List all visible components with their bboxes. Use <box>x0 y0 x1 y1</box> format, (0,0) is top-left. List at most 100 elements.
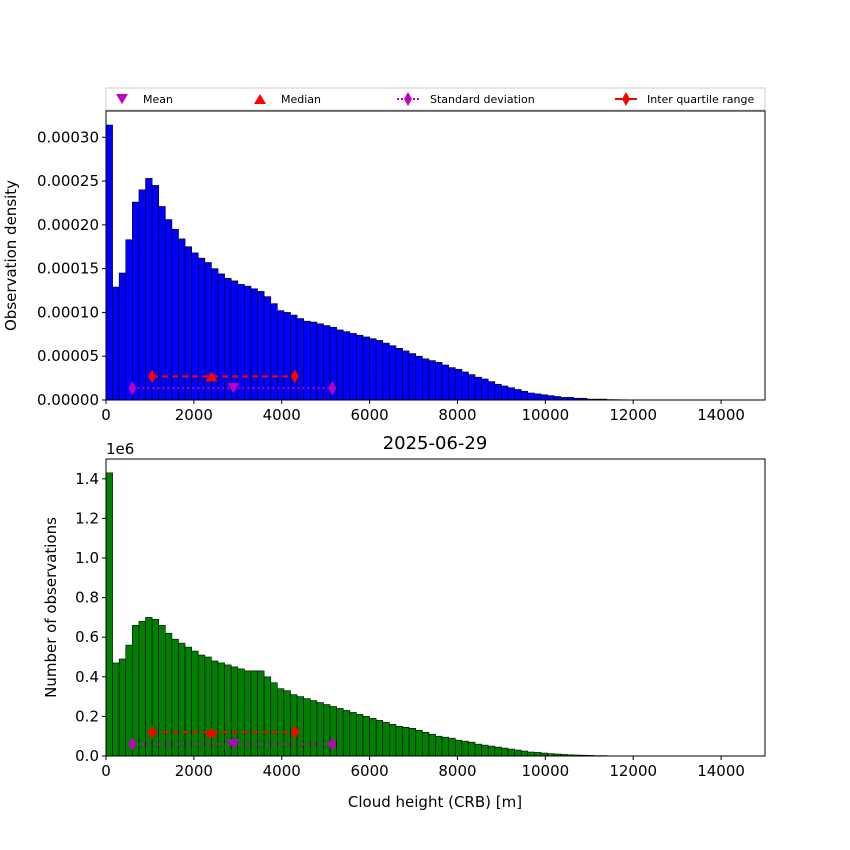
histogram-bar <box>105 124 113 401</box>
iqr-high-marker <box>290 725 299 740</box>
legend-label-iqr: Inter quartile range <box>647 93 754 106</box>
histogram-bar <box>382 722 390 757</box>
histogram-bar <box>323 704 331 757</box>
histogram-bar <box>211 660 219 757</box>
histogram-bar <box>402 350 410 401</box>
histogram-bar <box>132 625 140 757</box>
x-tick-label: 2000 <box>175 762 213 780</box>
histogram-bar <box>349 333 357 401</box>
histogram-bar <box>441 736 449 757</box>
histogram-bar <box>217 273 225 401</box>
histogram-bar <box>356 714 364 757</box>
y-tick-label: 0.00025 <box>37 172 99 190</box>
x-tick-label: 12000 <box>609 406 657 424</box>
histogram-bar <box>527 392 535 401</box>
histogram-bar <box>534 752 542 757</box>
x-tick-label: 2000 <box>175 406 213 424</box>
histogram-bar <box>171 228 179 401</box>
iqr-low-marker <box>148 369 157 384</box>
histogram-bar <box>151 185 160 401</box>
histogram-bar <box>138 189 146 401</box>
y-tick-label: 0.00015 <box>37 260 99 278</box>
y-tick-label: 1.4 <box>75 470 99 488</box>
histogram-bar <box>389 345 397 401</box>
histogram-bar <box>158 206 166 401</box>
histogram-bar <box>382 342 390 401</box>
x-tick-label: 10000 <box>521 406 569 424</box>
x-tick-label: 4000 <box>263 406 301 424</box>
y-tick-label: 1.0 <box>75 549 99 567</box>
count-x-axis-label: Cloud height (CRB) [m] <box>348 793 522 811</box>
density-y-axis-label: Observation density <box>2 180 20 331</box>
count-y-ticks: 0.0 0.2 0.4 0.6 0.8 1.0 1.2 1.4 <box>75 470 106 765</box>
histogram-bar <box>415 729 423 757</box>
histogram-bar <box>448 367 456 401</box>
histogram-bar <box>461 371 469 401</box>
y-tick-label: 0.00000 <box>37 391 99 409</box>
count-panel-title: 2025-06-29 <box>383 433 488 454</box>
y-tick-label: 1.2 <box>75 509 99 527</box>
histogram-bar <box>349 712 357 757</box>
density-axes-frame <box>105 110 766 401</box>
triangle-down-icon <box>116 94 128 104</box>
histogram-bar <box>263 296 272 401</box>
histogram-bar <box>487 381 496 401</box>
histogram-bar <box>461 740 469 757</box>
std-low-marker <box>128 381 137 396</box>
x-tick-label: 6000 <box>351 406 389 424</box>
x-tick-label: 8000 <box>438 762 476 780</box>
legend-entry-iqr: Inter quartile range <box>615 92 754 106</box>
density-summary-markers <box>128 369 337 396</box>
histogram-bar <box>277 688 285 757</box>
x-tick-label: 4000 <box>263 762 301 780</box>
histogram-bar <box>362 336 370 401</box>
histogram-bar <box>237 668 245 757</box>
mean-marker <box>227 739 240 750</box>
histogram-bar <box>309 700 318 757</box>
histogram-bar <box>118 272 127 401</box>
histogram-bar <box>178 642 186 757</box>
diamond-icon <box>404 92 412 106</box>
histogram-bar <box>171 638 179 757</box>
histogram-bar <box>408 353 417 401</box>
histogram-bar <box>454 369 463 401</box>
histogram-bar <box>283 312 291 401</box>
histogram-bar <box>507 748 515 757</box>
histogram-bar <box>514 389 522 401</box>
histogram-bar <box>277 310 285 401</box>
legend: Mean Median Standard deviation Inter qua… <box>105 87 766 111</box>
legend-label-std: Standard deviation <box>430 93 535 106</box>
histogram-bar <box>356 334 364 401</box>
histogram-bar <box>395 725 403 757</box>
histogram-bar <box>270 303 278 401</box>
histogram-bar <box>507 387 515 401</box>
count-histogram-panel: 2025-06-29 1e6 0 2000 4000 6000 8000 10000 120… <box>42 433 766 811</box>
histogram-bar <box>474 376 482 401</box>
histogram-bar <box>224 277 232 401</box>
iqr-low-marker <box>148 725 157 740</box>
histogram-bar <box>342 331 351 401</box>
histogram-bar <box>422 731 430 757</box>
density-bars <box>105 124 634 401</box>
histogram-bar <box>369 718 377 757</box>
histogram-bar <box>428 360 436 401</box>
histogram-bar <box>553 396 562 401</box>
median-marker <box>205 371 218 382</box>
legend-label-median: Median <box>281 93 321 106</box>
density-y-ticks: 0.00000 0.00005 0.00010 0.00015 0.00020 0.000… <box>37 128 106 409</box>
histogram-bar <box>501 747 509 757</box>
legend-entry-mean: Mean <box>116 93 173 106</box>
x-tick-label: 6000 <box>351 762 389 780</box>
x-tick-label: 8000 <box>438 406 476 424</box>
histogram-bar <box>481 744 489 757</box>
histogram-bar <box>197 257 206 401</box>
histogram-bar <box>435 362 443 401</box>
legend-entry-std: Standard deviation <box>397 92 535 106</box>
histogram-bar <box>184 646 192 757</box>
histogram-bar <box>540 394 548 401</box>
count-bars <box>105 472 634 757</box>
std-high-marker <box>328 381 337 396</box>
histogram-bar <box>468 741 476 757</box>
histogram-bar <box>494 746 502 757</box>
legend-entry-median: Median <box>254 93 321 106</box>
